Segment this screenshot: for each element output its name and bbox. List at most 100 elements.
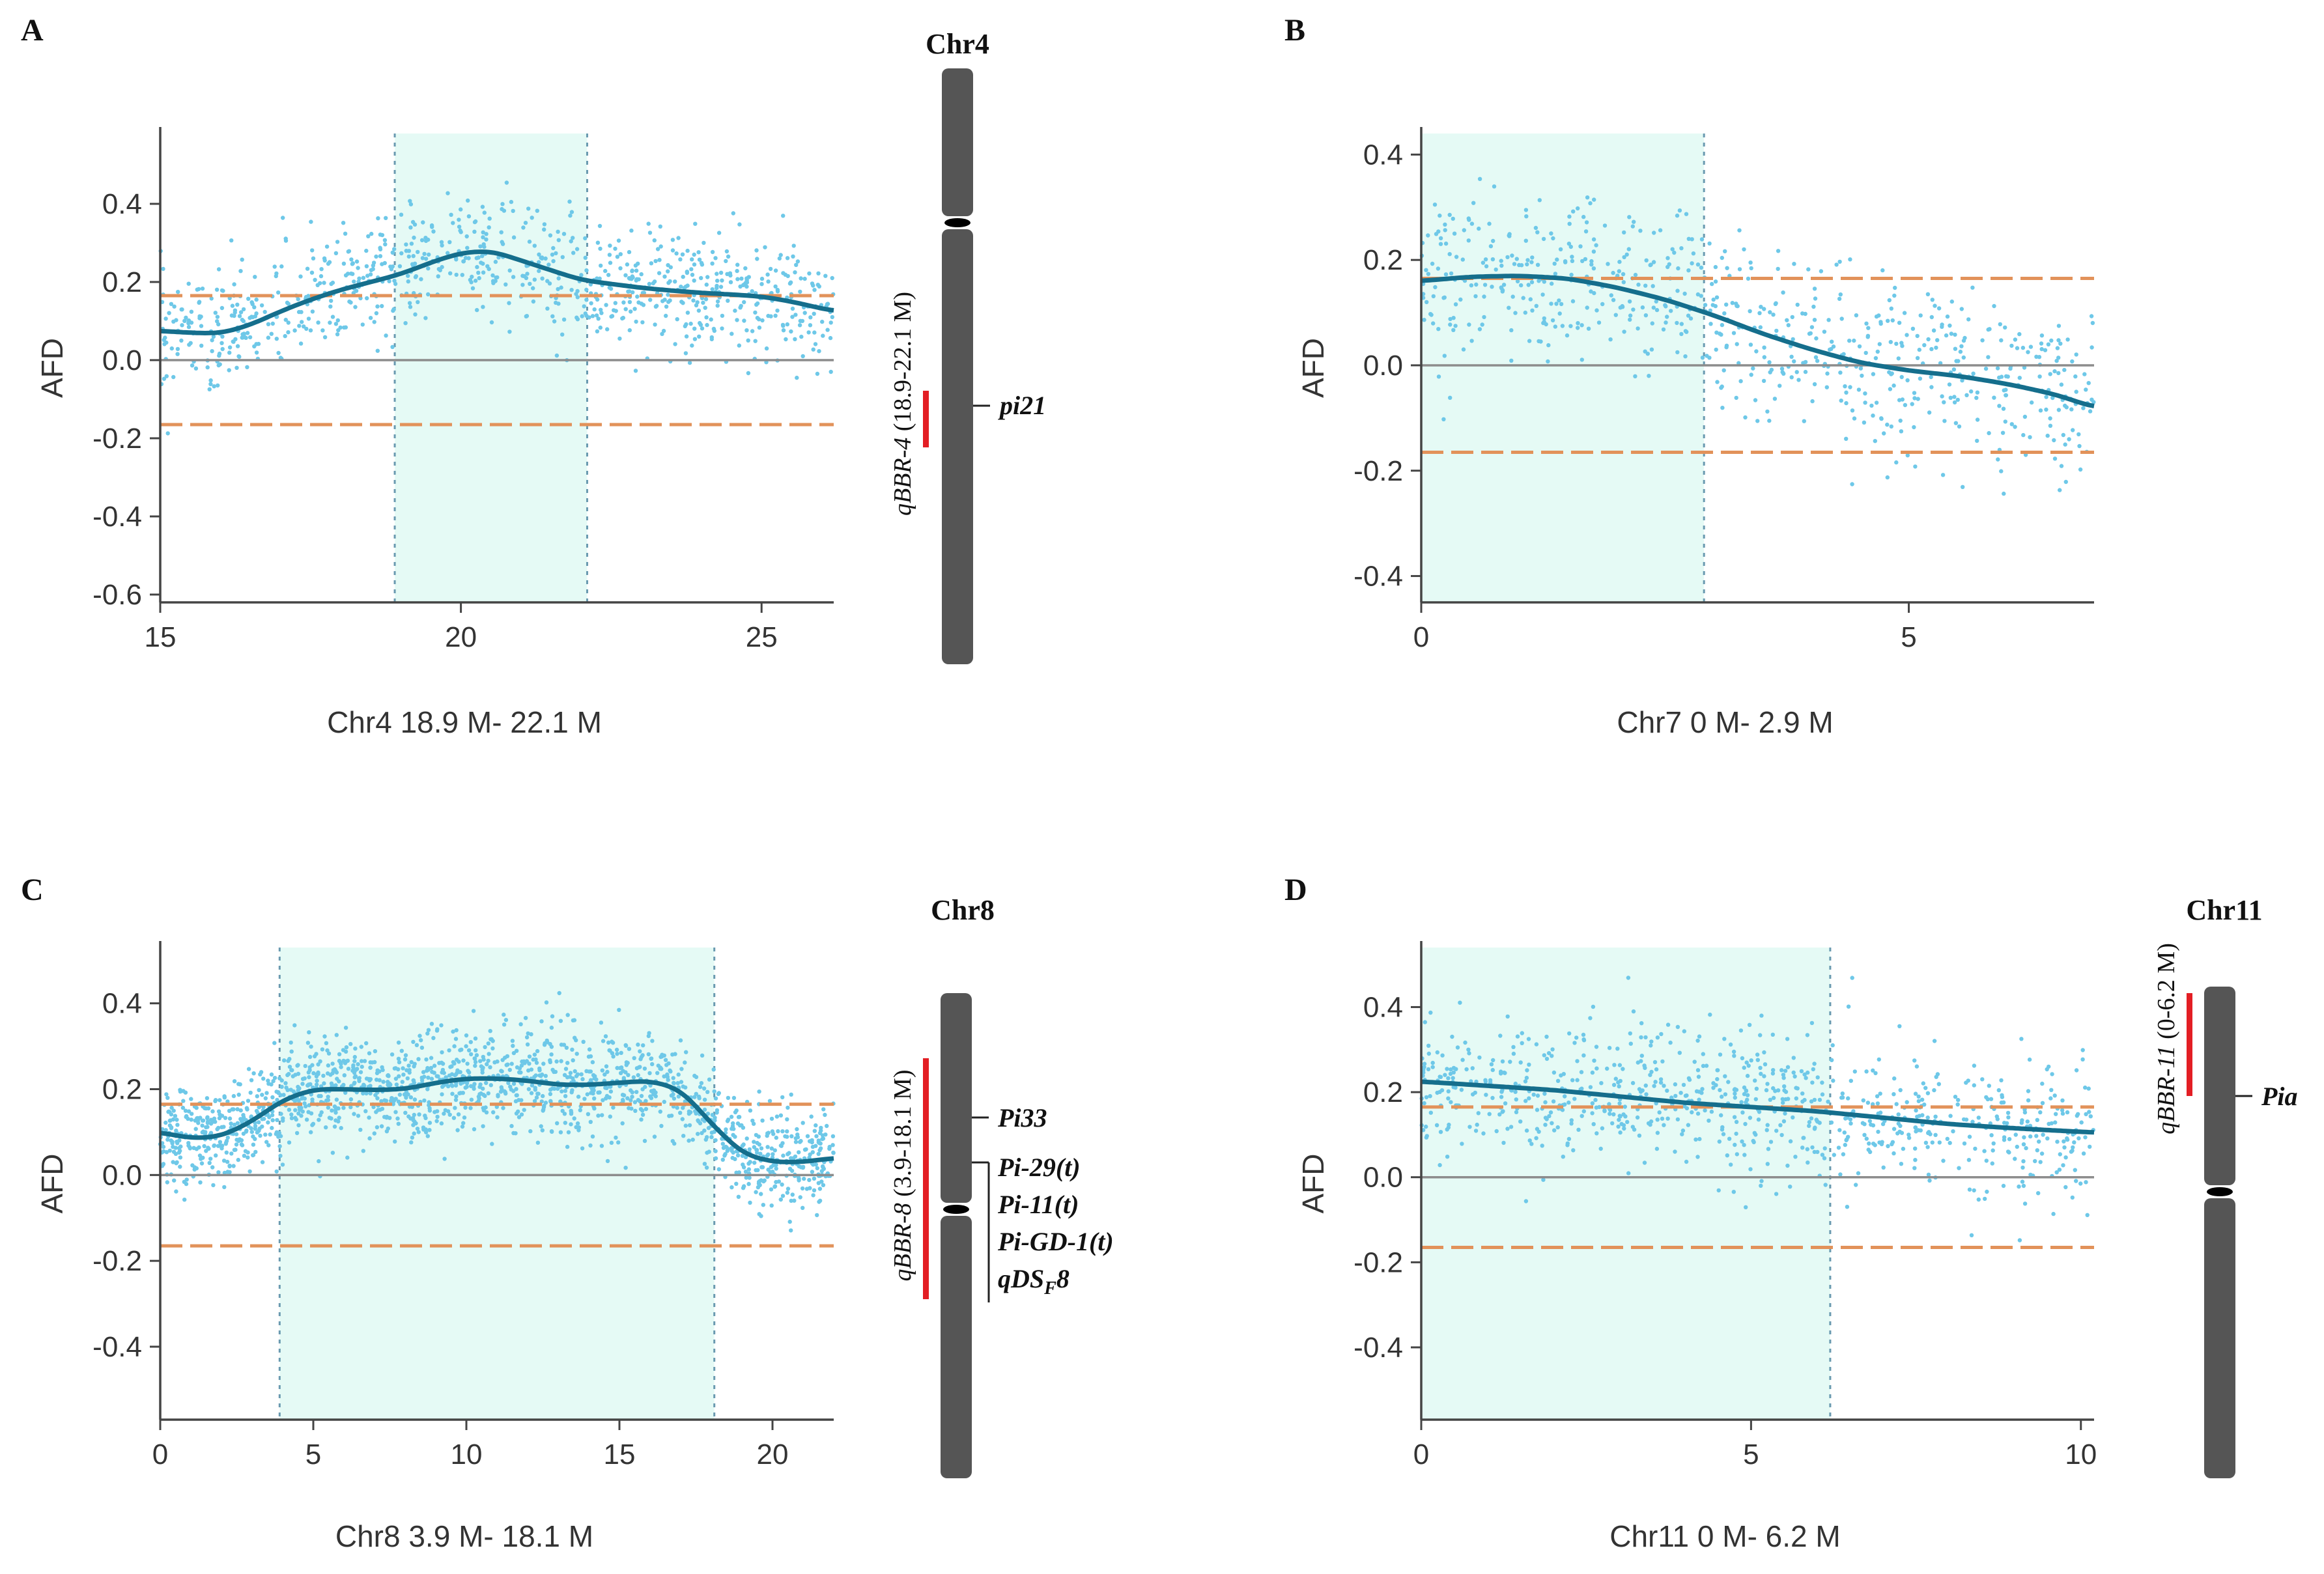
data-point	[357, 1078, 361, 1084]
data-point	[506, 1080, 511, 1086]
data-point	[642, 290, 646, 295]
data-point	[1621, 280, 1626, 285]
data-point	[555, 1121, 560, 1126]
data-point	[1458, 297, 1463, 302]
data-point	[440, 1050, 444, 1055]
data-point	[1719, 1113, 1723, 1117]
data-point	[537, 252, 541, 257]
data-point	[231, 1107, 236, 1112]
data-point	[1956, 1097, 1961, 1103]
data-point	[1535, 1127, 1540, 1131]
data-point	[1975, 417, 1980, 422]
data-point	[234, 1132, 239, 1136]
data-point	[258, 1072, 262, 1077]
data-point	[296, 1084, 300, 1089]
data-point	[412, 1131, 416, 1136]
data-point	[1996, 457, 2000, 462]
data-point	[1897, 1024, 1902, 1029]
data-point	[227, 350, 232, 355]
data-point	[1813, 296, 1818, 301]
data-point	[1430, 1065, 1435, 1069]
data-point	[574, 247, 580, 251]
data-point	[1986, 327, 1991, 332]
data-point	[2081, 1151, 2086, 1156]
data-point	[473, 219, 478, 224]
data-point	[1579, 1070, 1584, 1075]
data-point	[1477, 327, 1482, 331]
data-point	[1471, 201, 1476, 205]
data-point	[2074, 1179, 2078, 1183]
data-point	[442, 1157, 447, 1161]
data-point	[1967, 1134, 1972, 1139]
data-point	[563, 1121, 567, 1125]
data-point	[462, 1115, 467, 1120]
qtl-range: (3.9-18.1 M)	[889, 1069, 916, 1203]
data-point	[720, 313, 725, 318]
data-point	[178, 1164, 182, 1169]
data-point	[1550, 281, 1554, 286]
data-point	[1733, 1142, 1737, 1147]
data-point	[343, 1049, 348, 1054]
data-point	[1933, 303, 1937, 308]
data-point	[604, 1096, 608, 1101]
data-point	[573, 1069, 577, 1074]
data-point	[527, 1054, 532, 1059]
data-point	[1832, 1153, 1836, 1157]
data-point	[469, 1052, 474, 1057]
data-point	[390, 264, 395, 269]
data-point	[795, 1127, 799, 1132]
data-point	[757, 325, 762, 330]
data-point	[2028, 344, 2034, 349]
data-point	[481, 1124, 485, 1129]
data-point	[565, 1061, 570, 1065]
data-point	[683, 351, 688, 356]
data-point	[2021, 1159, 2026, 1164]
data-point	[327, 260, 332, 264]
data-point	[481, 230, 485, 234]
data-point	[754, 302, 759, 307]
data-point	[455, 1071, 459, 1075]
data-point	[1915, 356, 1920, 360]
data-point	[1918, 1128, 1923, 1133]
data-point	[1802, 419, 1806, 423]
data-point	[1952, 395, 1957, 399]
data-point	[2057, 1168, 2062, 1172]
data-point	[609, 1140, 614, 1145]
data-point	[189, 1117, 193, 1122]
data-point	[2038, 1110, 2043, 1115]
data-point	[785, 256, 790, 260]
data-point	[347, 249, 352, 253]
data-point	[1913, 1158, 1918, 1162]
data-point	[227, 368, 231, 372]
data-point	[374, 311, 379, 316]
data-point	[574, 1125, 578, 1130]
data-point	[446, 251, 450, 255]
data-point	[1888, 387, 1893, 391]
data-point	[583, 255, 588, 260]
data-point	[189, 320, 194, 325]
data-point	[448, 1065, 453, 1069]
data-point	[408, 202, 414, 206]
data-point	[549, 1129, 554, 1134]
data-point	[1772, 397, 1778, 401]
data-point	[736, 1115, 741, 1119]
data-point	[400, 1080, 404, 1084]
data-point	[1856, 1171, 1861, 1175]
data-point	[378, 254, 383, 259]
data-point	[447, 240, 452, 244]
data-point	[332, 1124, 337, 1129]
data-point	[673, 342, 677, 346]
data-point	[1633, 374, 1637, 378]
data-point	[2080, 1057, 2085, 1062]
data-point	[524, 275, 529, 281]
data-point	[1696, 1075, 1701, 1079]
data-point	[292, 328, 297, 333]
data-point	[2050, 395, 2055, 401]
data-point	[1448, 1071, 1453, 1076]
data-point	[1438, 213, 1442, 218]
data-point	[1989, 1133, 1994, 1138]
data-point	[746, 1167, 752, 1172]
data-point	[1699, 294, 1703, 298]
data-point	[485, 1062, 489, 1067]
data-point	[350, 262, 355, 266]
